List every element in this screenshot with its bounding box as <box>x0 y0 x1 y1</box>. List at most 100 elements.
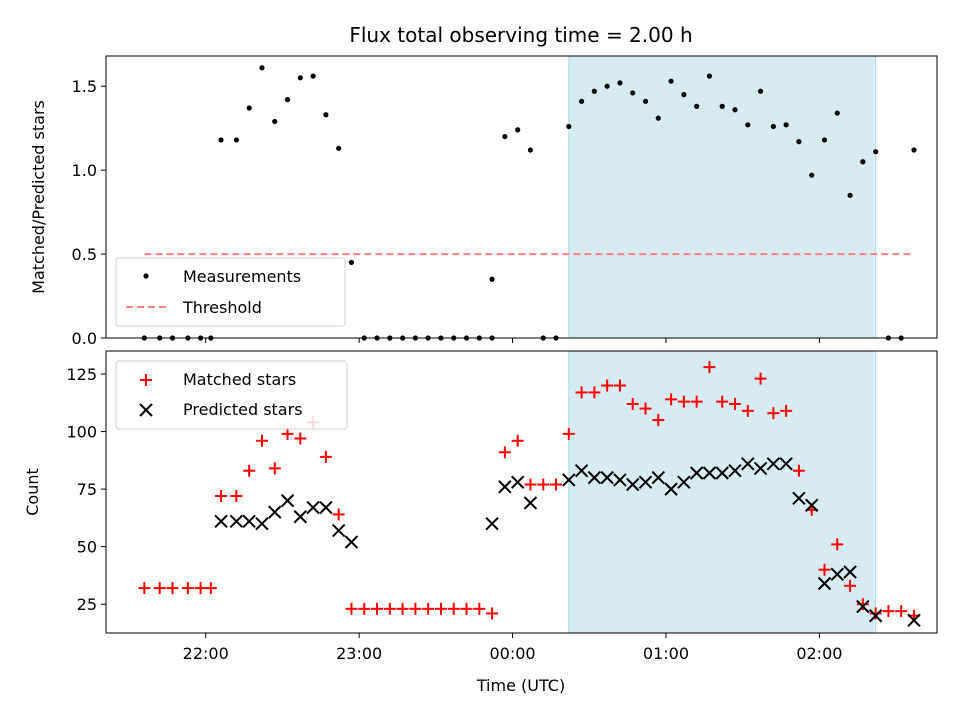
measurements-point <box>821 137 828 143</box>
shaded-interval-top <box>568 55 877 339</box>
matched-stars-point <box>677 395 690 408</box>
predicted-stars-point <box>753 461 768 476</box>
matched-stars-point <box>703 361 716 374</box>
measurements-point <box>272 118 278 125</box>
matched-stars-point <box>588 386 601 399</box>
predicted-stars-point <box>485 516 499 531</box>
matched-stars-point <box>473 602 486 615</box>
x-axis-label: Time (UTC) <box>476 676 565 695</box>
measurements-point <box>694 103 700 109</box>
top-legend-box <box>115 257 346 327</box>
matched-stars-point <box>792 464 805 477</box>
legend-threshold-label: Threshold <box>182 298 262 317</box>
matched-stars-point <box>181 582 194 595</box>
matched-stars-point <box>268 462 281 475</box>
matched-stars-point <box>562 427 575 440</box>
predicted-stars-point <box>562 473 576 487</box>
y-tick-label: 0.5 <box>72 245 97 264</box>
matched-stars-point <box>665 393 678 406</box>
x-tick-label: 01:00 <box>643 644 689 663</box>
matched-stars-point <box>511 434 524 447</box>
matched-stars-point <box>460 602 473 615</box>
matched-stars-point <box>550 478 563 491</box>
predicted-stars-point <box>293 510 308 524</box>
y-tick-label: 50 <box>77 538 97 557</box>
matched-stars-point <box>434 602 447 615</box>
predicted-stars-point <box>523 496 538 510</box>
bottom-panel-y-ticks: 25 50 75 100 125 <box>66 365 106 614</box>
predicted-stars-point <box>651 470 666 485</box>
predicted-stars-point <box>214 514 228 529</box>
y-tick-label: 100 <box>66 423 97 442</box>
top-legend: Measurements Threshold <box>115 257 346 327</box>
top-panel-x-ticks <box>205 338 820 343</box>
matched-stars-point <box>319 450 332 463</box>
matched-stars-point <box>166 582 179 595</box>
measurements-point <box>783 122 789 128</box>
measurements-point <box>860 159 866 165</box>
top-panel-y-ticks: 0.0 0.5 1.0 1.5 <box>72 77 106 348</box>
predicted-stars-point <box>331 523 346 538</box>
predicted-stars-point <box>843 565 857 579</box>
matched-stars-point <box>575 386 588 399</box>
bottom-legend-box <box>115 360 348 430</box>
y-tick-label: 25 <box>77 595 97 614</box>
predicted-stars-point <box>868 609 883 623</box>
predicted-stars-point <box>830 567 844 582</box>
predicted-stars-point <box>715 466 729 480</box>
matched-stars-point <box>230 490 243 503</box>
x-tick-label: 02:00 <box>796 644 842 663</box>
matched-stars-point <box>294 432 307 445</box>
legend-predicted-label: Predicted stars <box>183 400 303 419</box>
predicted-stars-point <box>766 457 781 471</box>
measurements-point <box>770 123 776 130</box>
matched-stars-point <box>716 395 729 408</box>
x-tick-label: 23:00 <box>336 644 382 663</box>
bottom-panel-marks <box>138 361 921 628</box>
matched-stars-point <box>204 582 217 595</box>
matched-stars-point <box>332 508 345 521</box>
y-tick-label: 1.5 <box>72 77 97 96</box>
measurements-point <box>348 259 355 266</box>
measurements-point <box>297 75 303 81</box>
matched-stars-point <box>639 402 652 415</box>
predicted-stars-point <box>268 505 282 519</box>
y-tick-label: 75 <box>77 480 97 499</box>
measurements-point <box>591 88 597 94</box>
predicted-stars-point <box>638 475 653 489</box>
measurements-point <box>233 137 240 143</box>
matched-stars-point <box>690 395 703 408</box>
predicted-stars-point <box>805 498 819 512</box>
predicted-stars-point <box>587 470 602 485</box>
bottom-y-axis-label: Count <box>23 468 42 516</box>
matched-stars-point <box>767 407 780 420</box>
predicted-stars-point <box>280 493 295 508</box>
predicted-stars-point <box>741 457 755 471</box>
matched-stars-point <box>422 602 435 615</box>
measurements-point <box>668 78 674 84</box>
measurements-point <box>809 172 815 178</box>
matched-stars-point <box>869 607 882 620</box>
legend-matched-marker <box>140 374 152 386</box>
matched-stars-point <box>831 538 844 551</box>
predicted-stars-point <box>242 514 256 529</box>
measurements-point <box>757 88 764 94</box>
matched-stars-point <box>844 579 857 592</box>
legend-predicted-marker <box>139 403 153 417</box>
measurements-point <box>847 192 853 198</box>
legend-measurements-label: Measurements <box>183 267 301 286</box>
measurements-point <box>502 133 508 140</box>
matched-stars-point <box>447 602 460 615</box>
measurements-point <box>515 127 521 133</box>
matched-stars-point <box>383 602 396 615</box>
matched-stars-point <box>138 582 151 595</box>
measurements-point <box>745 122 751 128</box>
measurements-point <box>323 112 329 118</box>
matched-stars-point <box>754 372 767 385</box>
y-tick-label: 1.0 <box>72 161 97 180</box>
measurements-point <box>246 105 252 111</box>
matched-stars-point <box>818 563 831 576</box>
measurements-point <box>719 103 725 109</box>
top-panel: 0.0 0.5 1.0 1.5 Matched/Predicted stars Mea… <box>29 55 938 348</box>
matched-stars-point <box>153 582 166 595</box>
